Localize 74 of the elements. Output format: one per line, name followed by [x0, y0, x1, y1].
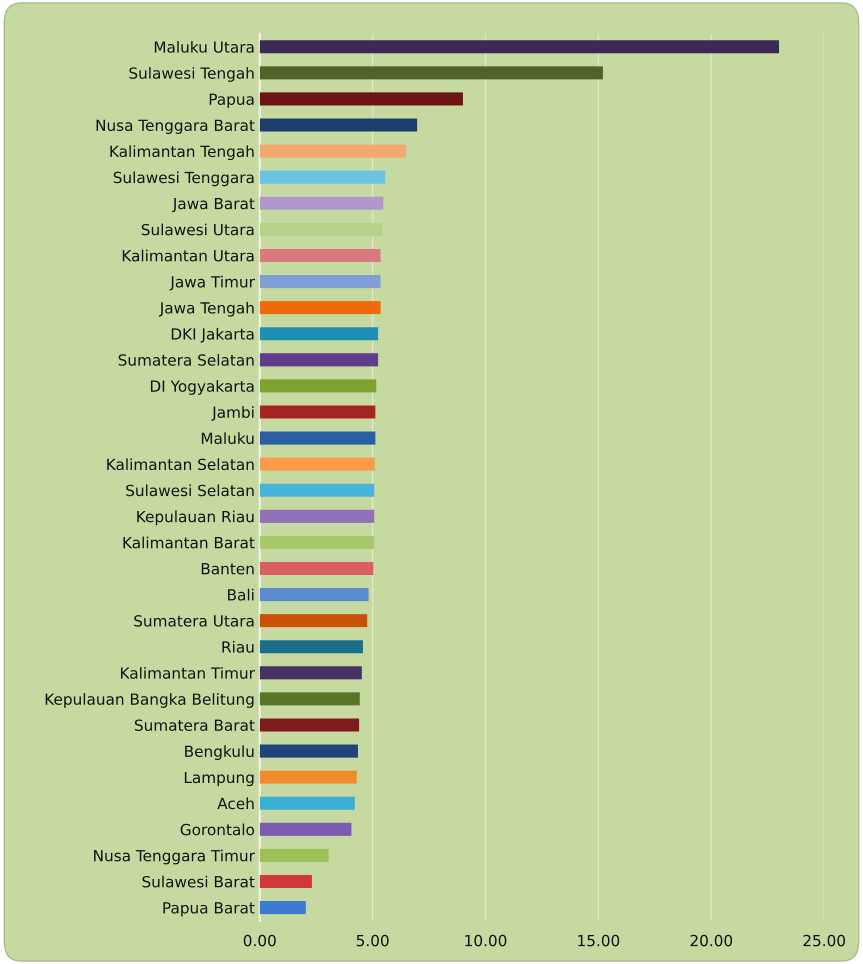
y-tick-label: Kalimantan Timur: [121, 667, 255, 679]
bar: [260, 614, 368, 628]
bar: [260, 640, 363, 654]
y-tick-label: Sulawesi Tengah: [129, 67, 254, 82]
bar: [260, 510, 374, 523]
y-tick-label: Aceh: [217, 797, 254, 810]
y-tick-label: Sulawesi Barat: [142, 876, 255, 888]
bar: [260, 275, 381, 288]
bar: [260, 874, 312, 888]
bar: [260, 379, 376, 392]
bar: [260, 901, 306, 914]
bar: [260, 484, 374, 497]
bar: [260, 458, 375, 471]
y-tick-label: Nusa Tenggara Barat: [96, 120, 255, 134]
y-tick-label: Jawa Tengah: [158, 302, 254, 317]
bar: [260, 301, 381, 314]
y-tick-label: Kalimantan Utara: [122, 250, 254, 262]
bar: [260, 248, 381, 262]
y-tick-label: Jambi: [211, 406, 254, 421]
bar: [260, 822, 352, 836]
y-tick-label: Sulawesi Tenggara: [114, 171, 254, 186]
bar: [260, 562, 374, 575]
bar: [260, 536, 374, 549]
bar: [260, 40, 780, 54]
y-tick-label: Jawa Timur: [170, 276, 255, 290]
y-tick-label: Papua: [210, 94, 254, 108]
bar: [260, 222, 383, 236]
y-tick-label: Sulawesi Utara: [142, 224, 254, 236]
y-tick-label: Banten: [202, 563, 254, 574]
x-tick-label: 5.00: [356, 934, 389, 946]
bar: [260, 66, 603, 80]
x-tick-label: 10.00: [465, 934, 506, 946]
bar: [260, 770, 357, 784]
y-tick-label: Kalimantan Barat: [124, 536, 255, 548]
y-tick-label: Bengkulu: [185, 745, 254, 760]
y-tick-label: Bali: [228, 588, 254, 601]
x-tick-label: 25.00: [803, 934, 846, 946]
x-tick-label: 0.00: [244, 934, 276, 946]
y-tick-label: Lampung: [184, 772, 254, 786]
bar: [260, 718, 360, 732]
y-tick-label: Kepulauan Riau: [137, 510, 254, 526]
y-tick-label: Sumatera Barat: [134, 719, 255, 732]
bar: [260, 327, 378, 340]
y-tick-label: Sumatera Selatan: [118, 354, 254, 366]
y-tick-label: Sulawesi Selatan: [126, 484, 254, 496]
y-tick-label: Kalimantan Selatan: [107, 458, 254, 470]
y-tick-label: Kalimantan Tengah: [110, 145, 254, 160]
bar: [260, 796, 355, 810]
y-tick-label: Jawa Barat: [172, 198, 255, 212]
y-tick-label: Maluku: [202, 432, 254, 444]
bar: [260, 588, 369, 602]
bar: [260, 196, 384, 210]
y-tick-label: DKI Jakarta: [172, 328, 254, 343]
bar: [260, 170, 386, 184]
bar: [260, 848, 329, 862]
y-tick-label: Maluku Utara: [154, 40, 254, 53]
x-tick-label: 15.00: [578, 934, 620, 946]
y-tick-label: Riau: [222, 640, 254, 653]
bar: [260, 666, 362, 680]
bar: [260, 118, 418, 132]
bar: [260, 144, 406, 158]
y-tick-label: Nusa Tenggara Timur: [94, 850, 255, 864]
y-tick-label: DI Yogyakarta: [150, 380, 254, 395]
y-tick-label: Sumatera Utara: [134, 615, 254, 627]
bar: [260, 92, 463, 106]
y-tick-label: Gorontalo: [180, 824, 254, 836]
y-tick-label: Kepulauan Bangka Belitung: [46, 693, 254, 708]
bar: [260, 432, 376, 445]
bar: [260, 744, 358, 758]
bar: [260, 692, 360, 706]
x-tick-label: 20.00: [690, 934, 732, 946]
bar: [260, 405, 376, 418]
bar: [260, 353, 378, 366]
y-tick-label: Papua Barat: [163, 902, 255, 917]
